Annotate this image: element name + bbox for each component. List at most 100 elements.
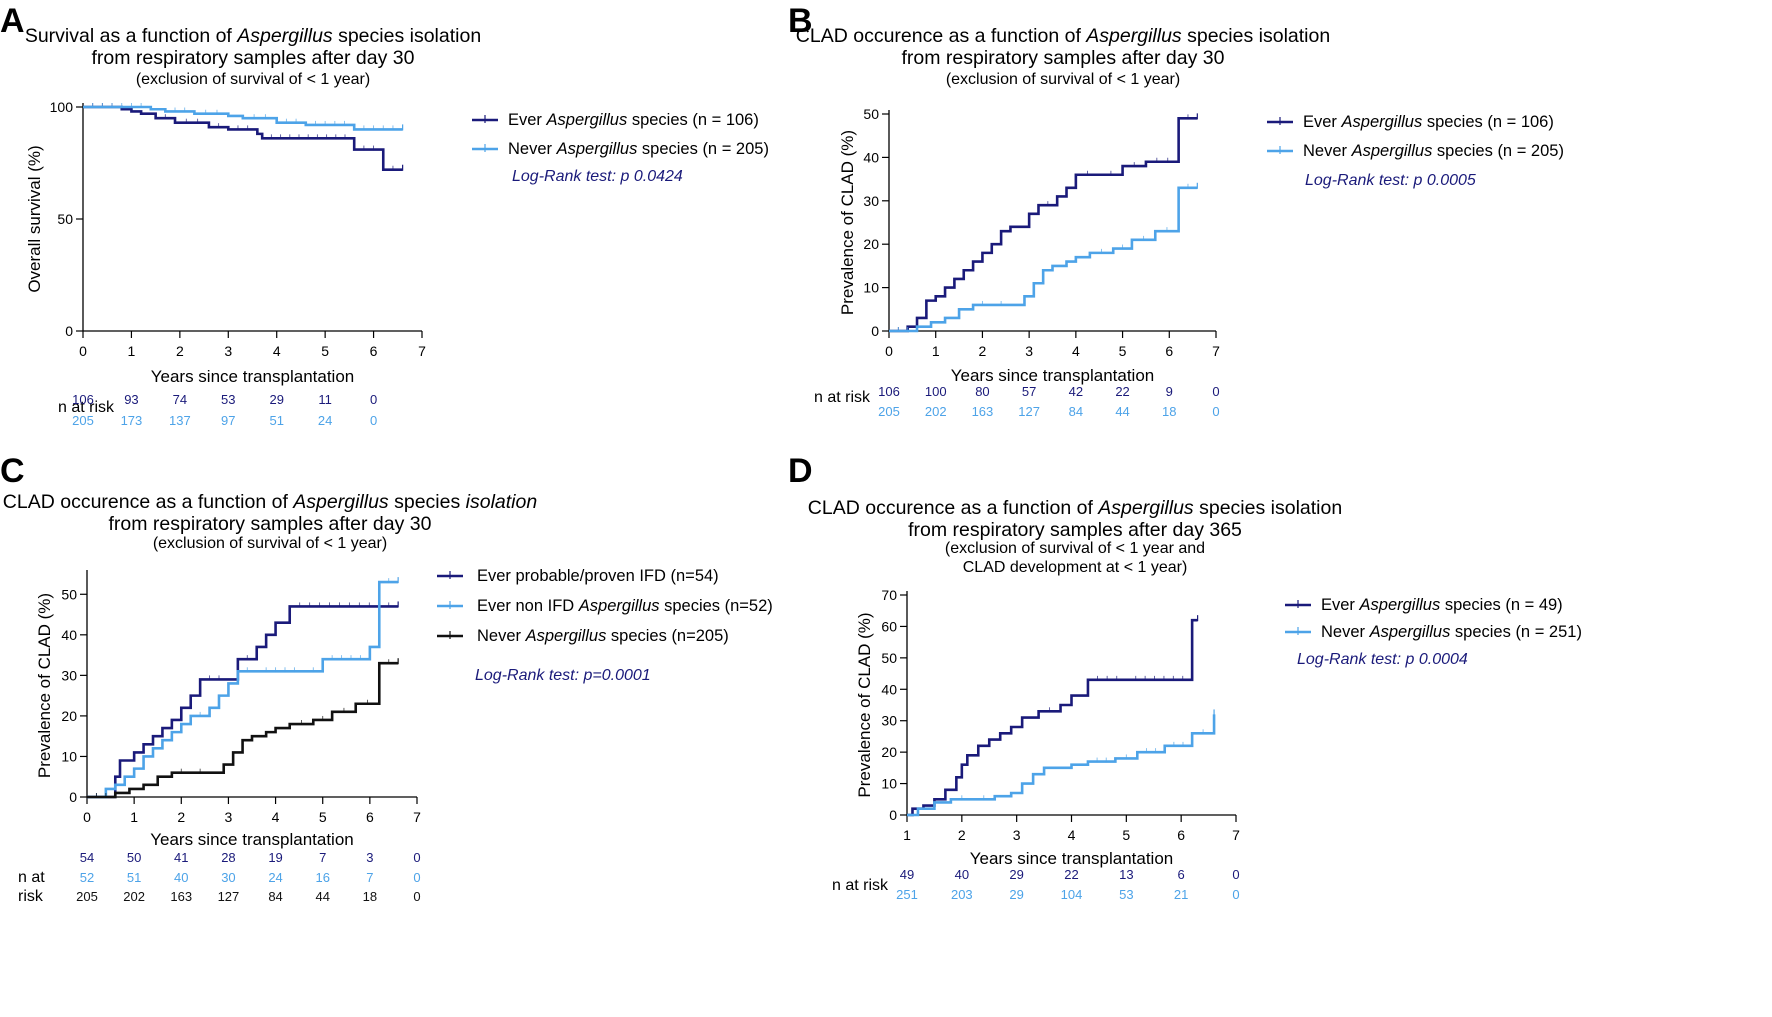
risk-table-value: 52 [80,870,94,885]
risk-table-value: 251 [896,887,918,902]
chart-title-line: Survival as a function of Aspergillus sp… [25,25,481,47]
risk-table-value: 205 [72,413,94,428]
y-tick-label: 10 [863,280,879,296]
x-tick-label: 1 [128,343,136,359]
legend-label-run: species (n = 251) [1450,623,1582,641]
y-tick-label: 0 [69,789,77,805]
legend-label: Never Aspergillus species (n = 205) [508,140,769,158]
x-tick-label: 5 [1122,827,1130,843]
chart-title-line-run: from respiratory samples after day 30 [109,513,432,535]
panel-letter: A [0,2,25,40]
legend-label: Ever non IFD Aspergillus species (n=52) [477,597,773,615]
chart-title-line-run: Aspergillus [292,491,389,513]
risk-table-value: 24 [268,870,282,885]
chart-title-line-run: species [389,491,466,513]
chart-title-line-run: Aspergillus [1097,497,1194,519]
x-tick-label: 7 [1212,343,1220,359]
series-line [87,605,399,799]
risk-table-value: 22 [1115,384,1129,399]
risk-table-value: 18 [363,889,377,904]
x-tick-label: 4 [272,809,280,825]
x-tick-label: 6 [366,809,374,825]
chart-subtitle-line: CLAD development at < 1 year) [963,559,1188,576]
chart-title-line-run: CLAD occurence as a function of [808,497,1099,519]
x-axis-title: Years since transplantation [951,366,1155,385]
legend-label-run: Ever non IFD [477,597,579,615]
y-tick-label: 30 [881,713,897,729]
risk-table-value: 173 [121,413,143,428]
y-tick-label: 100 [50,99,74,115]
x-tick-label: 3 [1013,827,1021,843]
x-tick-label: 5 [1119,343,1127,359]
risk-table-value: 106 [878,384,900,399]
y-tick-label: 30 [61,667,77,683]
series-line [83,105,403,131]
risk-table-value: 202 [123,889,145,904]
legend-label-run: Ever probable/proven IFD (n=54) [477,567,719,585]
risk-table-value: 0 [1212,404,1219,419]
legend-label: Ever Aspergillus species (n = 49) [1321,596,1563,614]
legend-label-run: Aspergillus [1369,623,1451,641]
x-tick-label: 0 [885,343,893,359]
series-line [889,186,1198,333]
risk-table-value: 100 [925,384,947,399]
risk-table-value: 104 [1061,887,1083,902]
y-tick-label: 50 [57,211,73,227]
x-tick-label: 4 [273,343,281,359]
risk-table-value: 29 [1009,867,1023,882]
x-axis-title: Years since transplantation [970,849,1174,868]
chart-title-line-run: Aspergillus [236,25,333,47]
logrank-annotation: Log-Rank test: p 0.0424 [512,168,683,185]
chart-title-line-run: species isolation [1182,25,1331,47]
y-tick-label: 0 [65,323,73,339]
x-tick-label: 6 [1177,827,1185,843]
panel-a: A Survival as a function of Aspergillus s… [0,2,769,428]
chart-title-line-run: from respiratory samples after day 365 [908,519,1242,541]
chart-title-line-run: isolation [466,491,538,513]
risk-table-value: 163 [170,889,192,904]
risk-table-value: 54 [80,850,94,865]
legend-label-run: species (n=52) [660,597,773,615]
legend-label: Never Aspergillus species (n=205) [477,627,729,645]
logrank-annotation: Log-Rank test: p 0.0004 [1297,651,1468,668]
legend-label-run: Ever [508,111,547,129]
risk-table-value: 24 [318,413,332,428]
risk-table-value: 21 [1174,887,1188,902]
risk-table-value: 0 [413,850,420,865]
risk-table-value: 16 [315,870,329,885]
legend-label-run: species (n = 49) [1440,596,1562,614]
chart-title-line: from respiratory samples after day 30 [902,47,1225,69]
x-tick-label: 2 [176,343,184,359]
x-tick-label: 0 [79,343,87,359]
chart-subtitle-line: (exclusion of survival of < 1 year) [946,71,1180,88]
risk-table-value: 22 [1064,867,1078,882]
y-tick-label: 20 [881,744,897,760]
risk-table-value: 51 [127,870,141,885]
chart-title-line-run: Aspergillus [1085,25,1182,47]
x-axis-title: Years since transplantation [150,830,354,849]
legend-label-run: Aspergillus [556,140,638,158]
y-tick-label: 10 [881,776,897,792]
y-axis-title: Prevalence of CLAD (%) [855,612,874,797]
legend-label-run: Aspergillus [578,597,660,615]
risk-table-value: 40 [955,867,969,882]
risk-table-value: 29 [269,392,283,407]
risk-table-value: 44 [315,889,329,904]
risk-table-value: 0 [1232,867,1239,882]
risk-table-value: 84 [268,889,282,904]
risk-table-label: risk [18,888,44,905]
y-tick-label: 0 [871,323,879,339]
risk-table-value: 30 [221,870,235,885]
risk-table-value: 0 [370,392,377,407]
legend-label: Never Aspergillus species (n = 251) [1321,623,1582,641]
risk-table-value: 0 [413,870,420,885]
legend-label-run: Aspergillus [546,111,628,129]
risk-table-value: 0 [413,889,420,904]
risk-table-value: 28 [221,850,235,865]
panel-d: D CLAD occurence as a function of Aspergi… [788,452,1582,902]
chart-title-line: CLAD occurence as a function of Aspergil… [3,491,537,513]
logrank-annotation: Log-Rank test: p=0.0001 [475,667,651,684]
series-line [83,105,403,172]
x-tick-label: 4 [1068,827,1076,843]
x-tick-label: 5 [319,809,327,825]
